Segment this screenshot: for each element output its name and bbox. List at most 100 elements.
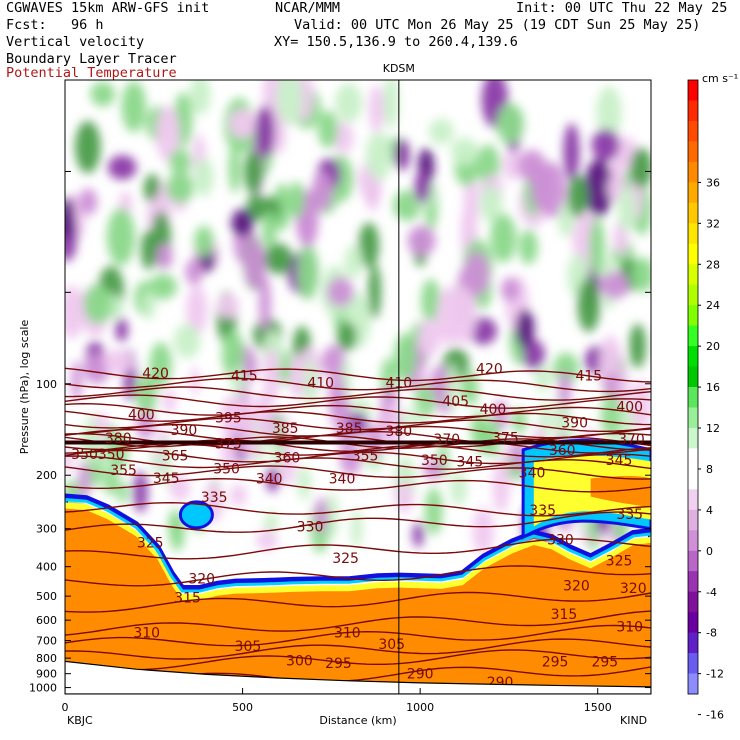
vertical-velocity-cell [271,114,286,154]
right-station-label: KIND [620,714,647,727]
y-tick-label: 400 [36,561,57,574]
y-tick-label: 100 [36,378,57,391]
vertical-velocity-cell [417,318,441,357]
theta-contour [65,511,651,533]
field-label-vertical-velocity: Vertical velocity [6,34,145,50]
theta-contour-label: 295 [542,654,569,670]
theta-contour [65,423,651,439]
vertical-velocity-cell [162,389,177,413]
vertical-velocity-cell [65,196,76,240]
vertical-velocity-cell [244,240,266,289]
vertical-velocity-cell [117,481,129,504]
vertical-velocity-cell [421,279,441,323]
colorbar-swatch [688,100,698,122]
vertical-velocity-cell [296,244,319,301]
theta-contour-label: 345 [457,454,484,470]
vertical-velocity-cell [148,274,178,300]
theta-contour [65,386,651,401]
vertical-velocity-cell [591,128,620,162]
vertical-velocity-cell [169,513,185,552]
theta-contour-label: 350 [98,447,125,463]
theta-contour-label: 310 [133,626,160,642]
theta-contour-label: 310 [334,626,361,642]
vertical-velocity-cell [263,347,280,404]
vertical-velocity-cell [264,511,279,534]
theta-contour-label: 310 [616,620,643,636]
colorbar-swatch [688,612,698,634]
vertical-velocity-cell [276,80,303,126]
theta-contour [65,465,651,480]
theta-contour-label: 305 [378,637,405,653]
vertical-velocity-cell [156,243,173,270]
theta-contour [65,501,651,517]
vertical-velocity-cell [463,251,490,297]
theta-contour [65,449,651,465]
vertical-velocity-cell [288,181,305,219]
vertical-velocity-cell [463,175,479,231]
vertical-velocity-cell [194,157,214,197]
vertical-velocity-cell [273,183,291,231]
colorbar-swatch [688,141,698,163]
theta-contour-label: 400 [480,402,507,418]
theta-contour [65,538,651,560]
vertical-velocity-cell [121,80,147,133]
field-label-potential-temperature: Potential Temperature [6,65,177,81]
vertical-velocity-cell [502,150,524,180]
colorbar-swatch [688,427,698,449]
vertical-velocity-cell [107,155,137,180]
colorbar-swatch [688,550,698,572]
vertical-velocity-cell [327,277,354,307]
vertical-velocity-cell [328,371,346,420]
y-axis-label: Pressure (hPa), log scale [18,320,31,455]
theta-contour-label: 375 [492,430,519,446]
theta-contour [65,377,651,393]
terrain-profile [65,660,651,694]
vertical-velocity-cell [410,402,422,429]
colorbar-swatch [688,161,698,183]
colorbar-swatch [688,202,698,224]
colorbar-label: 24 [706,299,720,312]
vertical-velocity-cell [311,170,333,211]
theta-contour-label: 295 [325,656,352,672]
theta-contour-label: 290 [407,667,434,683]
theta-contour-label: 415 [231,369,258,385]
y-tick-label: 500 [36,590,57,603]
y-tick-label: 900 [36,668,57,681]
vertical-velocity-cell [228,108,257,139]
theta-contour-label: 370 [433,432,460,448]
vertical-velocity-cell [630,147,651,189]
vertical-velocity-cell [430,365,450,404]
colorbar-swatch [688,489,698,511]
vertical-velocity-cell [530,160,550,211]
plot-frame [64,79,652,695]
vertical-velocity-cell [229,484,247,507]
vertical-velocity-cell [460,374,473,403]
vertical-velocity-cell [255,105,276,158]
tracer-blob [178,500,214,530]
theta-contour-label: 385 [336,421,363,437]
y-tick-label: 200 [36,469,57,482]
vertical-velocity-cell [75,120,101,174]
colorbar-swatch [688,530,698,552]
vertical-velocity-cell [558,371,572,408]
theta-contour [65,624,651,647]
tracer-edge [65,493,651,694]
theta-contour-label: 390 [561,415,588,431]
vertical-velocity-cell [407,225,436,256]
theta-contour [65,394,651,409]
vertical-velocity-cell [394,139,410,171]
vertical-velocity-cell [155,105,180,162]
vertical-velocity-cell [344,244,363,279]
vertical-velocity-cell [189,80,211,116]
vertical-velocity-cell [368,264,382,319]
vertical-velocity-cell [358,222,380,268]
vertical-velocity-cell [600,271,630,299]
colorbar-label: -16 [706,709,724,722]
colorbar-swatch [688,346,698,368]
theta-contour-label: 360 [274,451,301,467]
colorbar-label: 0 [706,545,713,558]
tracer-plume-core [590,476,651,508]
theta-contour-label: 340 [329,471,356,487]
